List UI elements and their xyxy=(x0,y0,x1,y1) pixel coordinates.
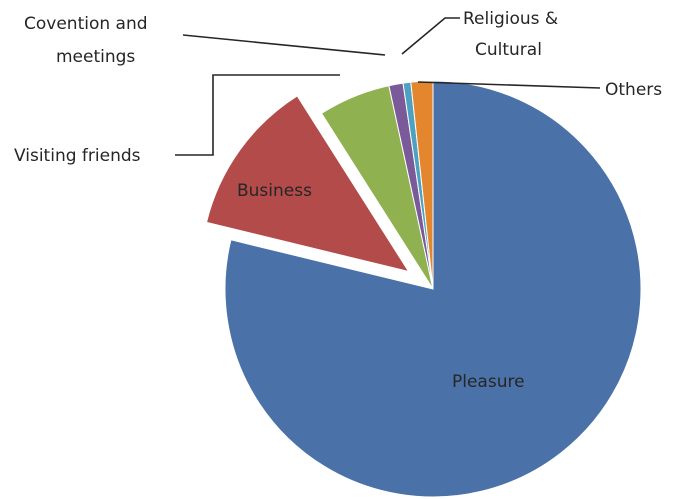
pie-slice-business xyxy=(205,95,410,273)
label-religious-line2: Cultural xyxy=(475,40,542,60)
pie-slice-pleasure xyxy=(224,80,642,498)
pie-slice-others xyxy=(410,80,434,290)
label-convention-line2: meetings xyxy=(56,47,135,67)
label-business: Business xyxy=(237,181,312,201)
label-convention-line1: Covention and xyxy=(24,14,148,34)
leader-line-religious xyxy=(401,17,460,55)
pie-slices xyxy=(205,80,642,498)
label-visiting-friends: Visiting friends xyxy=(14,146,141,166)
leader-line-convention xyxy=(182,34,386,56)
label-others: Others xyxy=(605,80,662,100)
label-religious-line1: Religious & xyxy=(463,9,558,29)
leader-line-others xyxy=(417,81,601,89)
label-pleasure: Pleasure xyxy=(452,372,525,392)
leader-line-visiting-friends xyxy=(175,74,340,156)
